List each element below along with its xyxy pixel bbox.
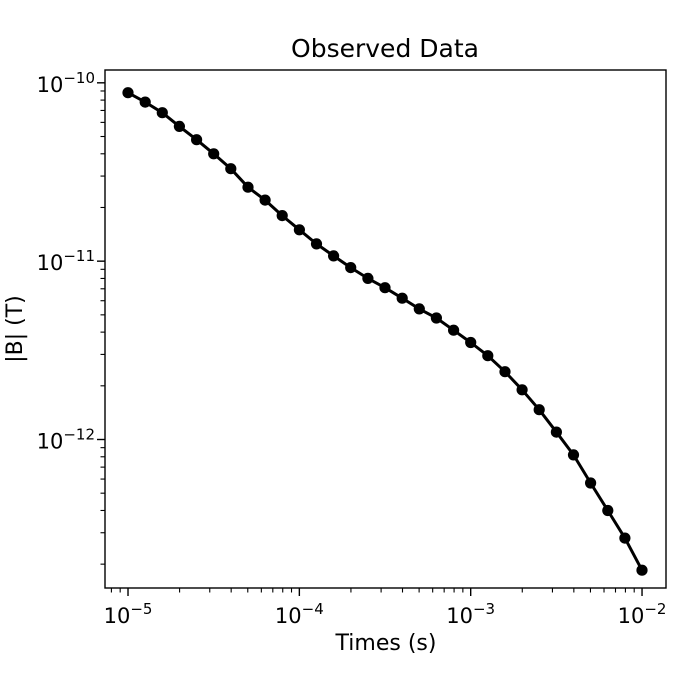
data-point: [567, 449, 580, 461]
data-point: [139, 96, 151, 108]
data-point: [173, 120, 185, 132]
data-point: [379, 282, 391, 294]
data-point: [242, 181, 254, 193]
data-point: [533, 404, 545, 416]
plot-border: [104, 69, 667, 589]
data-point: [602, 504, 614, 517]
chart-title: Observed Data: [291, 34, 479, 63]
data-series: [122, 87, 648, 576]
x-tick-label: 10−5: [104, 600, 153, 628]
data-point: [636, 564, 648, 576]
x-tick-label: 10−3: [446, 600, 495, 628]
axis-tick-labels: 10−5 10−4 10−3 10−2 10−10 10−11 10−12: [37, 69, 667, 628]
data-point: [482, 350, 494, 362]
data-point: [585, 477, 597, 489]
y-tick-label: 10−12: [37, 425, 95, 453]
data-point: [191, 134, 203, 146]
x-axis-label: Times (s): [335, 631, 437, 656]
data-point: [499, 366, 511, 378]
data-point: [156, 107, 168, 119]
y-tick-label: 10−10: [37, 69, 95, 97]
x-tick-label: 10−2: [618, 600, 667, 628]
data-point: [225, 163, 237, 175]
data-point: [465, 336, 477, 349]
data-point: [345, 262, 357, 274]
data-point: [276, 210, 288, 222]
data-point: [310, 238, 323, 250]
series-line: [126, 91, 644, 572]
data-point: [208, 148, 220, 160]
x-tick-label: 10−4: [275, 600, 324, 628]
data-point: [516, 384, 528, 396]
axis-ticks: [97, 82, 643, 596]
y-axis-label: |B| (T): [3, 295, 28, 363]
data-point: [448, 324, 460, 336]
data-point: [362, 272, 374, 284]
data-point: [259, 194, 271, 206]
data-point: [328, 250, 340, 262]
y-tick-label: 10−11: [37, 247, 95, 275]
data-point: [293, 224, 305, 236]
data-point: [396, 292, 408, 304]
data-point: [122, 87, 134, 99]
data-point: [413, 303, 425, 315]
data-point: [619, 532, 631, 544]
data-point: [550, 426, 563, 438]
data-point: [430, 312, 442, 324]
